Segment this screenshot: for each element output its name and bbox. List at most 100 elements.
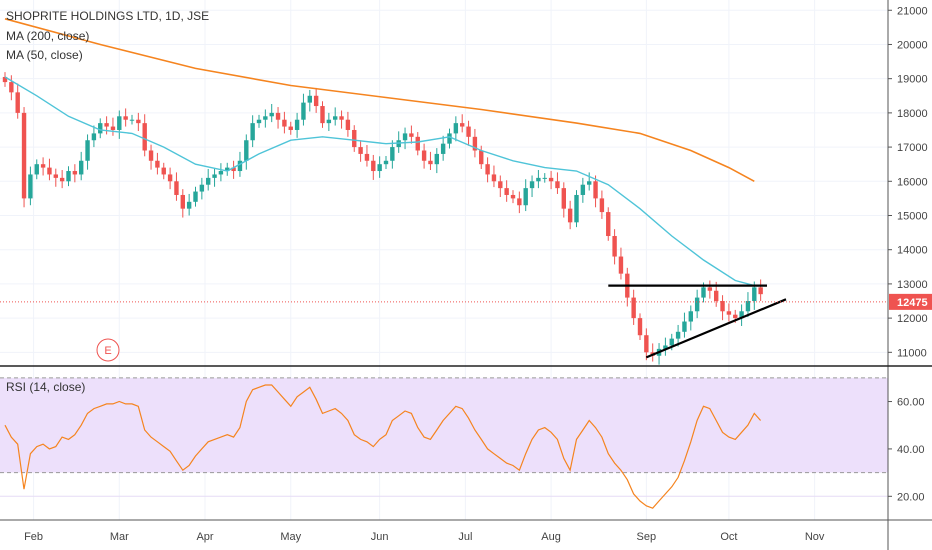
y-tick-label: 15000 (897, 210, 928, 222)
y-tick-label: 19000 (897, 74, 928, 86)
candle-body (682, 321, 687, 332)
candle-body (129, 119, 135, 121)
candle-body (377, 164, 382, 172)
y-tick-label: 12000 (897, 313, 928, 325)
candle-body (345, 119, 351, 130)
candle-body (523, 188, 528, 206)
event-marker-label: E (104, 345, 111, 357)
candle-body (599, 198, 605, 213)
y-tick-label: 18000 (897, 108, 928, 120)
candle-body (47, 167, 52, 175)
candle-body (637, 318, 643, 336)
candle-body (421, 150, 427, 161)
candle-body (618, 256, 624, 274)
candle-body (155, 160, 160, 168)
candle-body (117, 116, 122, 130)
legend-ma50: MA (50, close) (6, 48, 83, 62)
candle-body (574, 194, 579, 223)
candle-body (587, 181, 592, 185)
y-tick-label: 13000 (897, 279, 928, 291)
candle-body (218, 171, 224, 175)
candle-body (720, 301, 725, 312)
candle-body (536, 177, 541, 182)
candle-body (110, 126, 116, 130)
candle-body (409, 133, 414, 137)
candle-body (193, 191, 198, 202)
candle-body (85, 140, 90, 161)
y-tick-label: 16000 (897, 176, 928, 188)
candle-body (466, 126, 471, 137)
rsi-tick-label: 20.00 (897, 491, 925, 503)
candle-body (453, 123, 459, 134)
candle-body (2, 76, 8, 83)
candle-body (123, 116, 128, 120)
legend-ma200: MA (200, close) (6, 29, 90, 43)
ma50-line (4, 76, 755, 287)
candle-body (663, 345, 668, 349)
candle-body (644, 335, 649, 353)
candle-body (707, 287, 713, 291)
legend-rsi: RSI (14, close) (6, 380, 86, 394)
candle-body (402, 133, 408, 141)
candle-body (612, 236, 617, 257)
candle-body (364, 153, 370, 161)
rsi-tick-label: 40.00 (897, 444, 925, 456)
candle-body (491, 174, 497, 182)
candle-body (504, 188, 509, 195)
candle-body (517, 198, 522, 206)
candle-body (567, 208, 573, 223)
event-marker-circle[interactable] (96, 338, 120, 362)
rsi-band (0, 377, 888, 474)
candle-body (726, 311, 732, 315)
event-marker-layer: E (96, 338, 120, 362)
candle-body (701, 287, 706, 298)
last-price-tag (889, 293, 932, 310)
candle-body (371, 160, 376, 172)
candle-body (263, 116, 268, 120)
ma200-line (4, 18, 755, 183)
candle-body (555, 181, 560, 189)
candle-body (428, 160, 433, 165)
candle-body (142, 123, 147, 151)
candle-body (148, 150, 154, 161)
candle-body (174, 181, 179, 195)
candle-body (472, 136, 478, 151)
candle-body (282, 119, 287, 127)
candle-body (294, 119, 300, 130)
candle-body (180, 194, 185, 209)
candle-body (542, 177, 547, 179)
candle-body (104, 123, 109, 127)
rsi-pane (4, 384, 762, 509)
candle-body (675, 331, 681, 339)
x-tick-label: Jul (458, 531, 472, 543)
candle-body (326, 119, 332, 124)
candle-body (529, 181, 535, 189)
y-tick-label: 21000 (897, 5, 928, 17)
last-price-label: 12475 (897, 297, 928, 309)
candle-body (580, 184, 586, 195)
candle-body (479, 150, 484, 165)
rsi-band-fill (0, 377, 888, 473)
candle-body (307, 95, 312, 103)
candle-body (415, 136, 420, 151)
candle-body (352, 129, 357, 148)
candle-body (225, 167, 230, 172)
candle-body (752, 287, 757, 302)
candle-body (9, 82, 14, 93)
candle-body (186, 201, 192, 209)
chart-title: SHOPRITE HOLDINGS LTD, 1D, JSE (6, 9, 210, 23)
candle-body (59, 177, 65, 182)
candle-body (390, 147, 395, 161)
candle-body (758, 287, 763, 295)
candle-body (714, 290, 719, 302)
candle-body (301, 102, 306, 120)
candle-body (79, 160, 84, 175)
candle-body (606, 212, 611, 237)
candle-body (53, 174, 58, 178)
candle-body (231, 167, 236, 172)
candle-body (669, 338, 674, 346)
candle-body (288, 126, 293, 130)
candle-body (694, 297, 700, 312)
x-tick-label: Apr (196, 531, 213, 543)
